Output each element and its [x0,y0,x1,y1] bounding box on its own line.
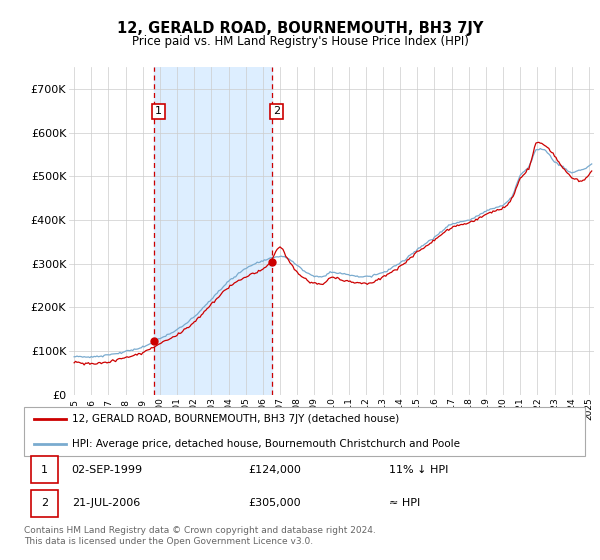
Text: HPI: Average price, detached house, Bournemouth Christchurch and Poole: HPI: Average price, detached house, Bour… [71,439,460,449]
Text: ≈ HPI: ≈ HPI [389,498,420,508]
Text: 2: 2 [273,106,280,116]
Text: 1: 1 [155,106,162,116]
Text: £124,000: £124,000 [248,465,301,475]
Text: 21-JUL-2006: 21-JUL-2006 [71,498,140,508]
Bar [31,456,58,483]
Text: 11% ↓ HPI: 11% ↓ HPI [389,465,448,475]
Text: Contains HM Land Registry data © Crown copyright and database right 2024.
This d: Contains HM Land Registry data © Crown c… [24,526,376,546]
Bar [31,490,58,516]
Text: 02-SEP-1999: 02-SEP-1999 [71,465,143,475]
Text: 2: 2 [41,498,48,508]
Text: £305,000: £305,000 [248,498,301,508]
Text: Price paid vs. HM Land Registry's House Price Index (HPI): Price paid vs. HM Land Registry's House … [131,35,469,48]
Text: 1: 1 [41,465,47,475]
Text: 12, GERALD ROAD, BOURNEMOUTH, BH3 7JY: 12, GERALD ROAD, BOURNEMOUTH, BH3 7JY [117,21,483,36]
Bar [154,67,272,395]
Text: 12, GERALD ROAD, BOURNEMOUTH, BH3 7JY (detached house): 12, GERALD ROAD, BOURNEMOUTH, BH3 7JY (d… [71,414,399,424]
